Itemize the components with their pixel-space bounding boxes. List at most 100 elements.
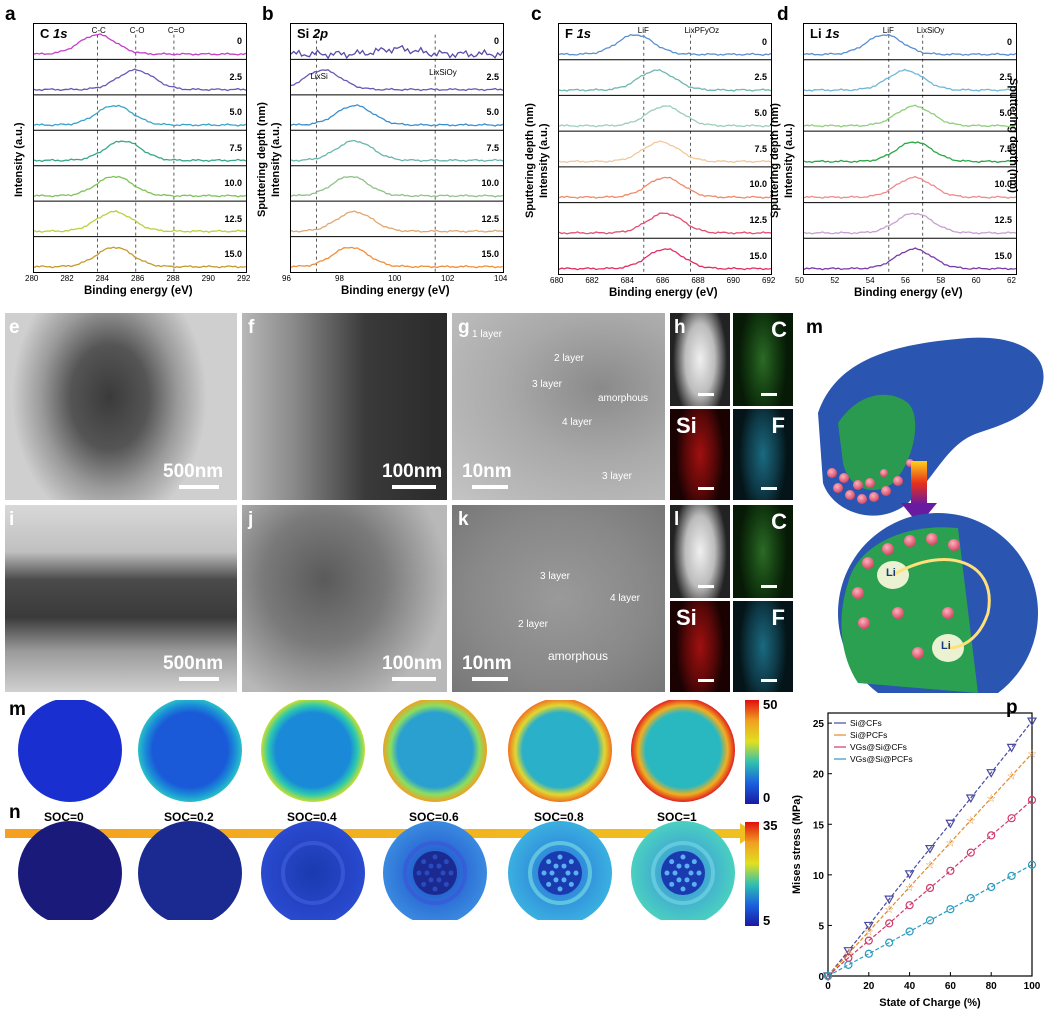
pore-dot bbox=[421, 859, 427, 865]
tem-image-f: 100nm bbox=[242, 313, 447, 500]
panel-letter-k: k bbox=[458, 509, 469, 530]
eds-l-f-label: F bbox=[771, 605, 785, 630]
y-tick-label: 0 bbox=[818, 972, 824, 983]
depth-label: 10.0 bbox=[481, 178, 499, 189]
series-3-point bbox=[823, 971, 833, 981]
pore-dot bbox=[669, 881, 675, 887]
soc-label-3: SOC=0.6 bbox=[409, 810, 459, 824]
x-tick-label: 52 bbox=[830, 276, 840, 285]
y-axis-label: Intensity (a.u.) bbox=[13, 122, 25, 197]
soc-label-4: SOC=0.8 bbox=[534, 810, 584, 824]
depth-label: 2.5 bbox=[486, 71, 499, 82]
series-2-point bbox=[905, 901, 914, 910]
xps-curve-0 bbox=[804, 33, 1016, 56]
y-tick-label: 25 bbox=[813, 719, 825, 730]
li-ion-path bbox=[892, 558, 991, 650]
panel-letter-h: h bbox=[674, 317, 686, 338]
xps-orbital: 1s bbox=[53, 26, 68, 41]
xps-plot-f: 0 2.5 5.0 7.5 10.0 12.5 15.0 F 1s LiF LixPFyOz bbox=[558, 23, 772, 275]
schematic-m-svg bbox=[818, 337, 1044, 693]
series-3-point bbox=[885, 938, 894, 947]
scale-bar-h4 bbox=[761, 487, 777, 490]
xps-title: Li 1s bbox=[810, 26, 840, 41]
series-3-point bbox=[1007, 871, 1016, 880]
xps-curve-5.0 bbox=[291, 104, 503, 127]
x-tick-label: 58 bbox=[936, 276, 946, 285]
depth-label: 5.0 bbox=[229, 107, 242, 118]
depth-label: 7.5 bbox=[229, 142, 242, 153]
soc-label-2: SOC=0.4 bbox=[287, 810, 337, 824]
eds-h-f-label: F bbox=[771, 413, 785, 438]
y-axis-label-intensity: Intensity (a.u.) bbox=[783, 123, 795, 198]
pore-dot bbox=[561, 863, 567, 869]
pore-dot bbox=[421, 881, 427, 887]
series-1-point: ☆ bbox=[986, 793, 996, 805]
pore-dot bbox=[672, 870, 678, 876]
pore-dot bbox=[428, 863, 434, 869]
xps-curve-7.5 bbox=[34, 140, 246, 163]
panel-letter-e: e bbox=[9, 317, 20, 338]
pore-dot bbox=[553, 863, 559, 869]
xps-spectra-svg bbox=[559, 34, 771, 274]
series-3-point bbox=[844, 960, 853, 969]
x-tick-label: 282 bbox=[60, 274, 74, 283]
panel-letter-d: d bbox=[777, 4, 789, 25]
x-tick-label: 54 bbox=[865, 276, 875, 285]
panel-letter-n: m bbox=[9, 699, 26, 720]
panel-letter-o: n bbox=[9, 802, 21, 823]
series-1-point: ☆ bbox=[966, 815, 976, 827]
xps-element: Li bbox=[810, 26, 822, 41]
panel-letter-b: b bbox=[262, 4, 274, 25]
pore-dot bbox=[691, 859, 697, 865]
xps-orbital: 2p bbox=[312, 26, 329, 41]
series-3-point bbox=[946, 905, 955, 914]
pore-dot bbox=[680, 886, 686, 892]
scale-label-i: 500nm bbox=[163, 653, 224, 674]
legend-entry-1: Si@PCFs bbox=[850, 730, 887, 740]
xps-title: C 1s bbox=[40, 26, 67, 41]
series-0-point bbox=[1006, 743, 1017, 753]
depth-label: 10.0 bbox=[749, 179, 767, 190]
panel-letter-m: m bbox=[806, 317, 823, 338]
series-3-point bbox=[987, 882, 996, 892]
xps-spectra-svg bbox=[34, 33, 246, 272]
eds-h-haadf bbox=[670, 313, 730, 406]
series-3-point bbox=[1027, 860, 1037, 869]
series-2-point bbox=[925, 883, 935, 893]
depth-label: 10.0 bbox=[994, 179, 1012, 190]
eds-l-fluorine: F bbox=[733, 601, 793, 692]
depth-label: 0 bbox=[1006, 36, 1012, 47]
si-particles bbox=[827, 459, 914, 504]
depth-label: 15.0 bbox=[749, 250, 767, 261]
xps-curve-12.5 bbox=[559, 212, 771, 235]
xps-element: Si bbox=[297, 26, 310, 41]
y-axis-label-depth: Sputtering depth (nm) bbox=[769, 103, 781, 218]
x-tick-label: 60 bbox=[971, 276, 981, 285]
pore-dot bbox=[416, 870, 422, 876]
pore-dot bbox=[424, 870, 430, 876]
scale-bar-h1 bbox=[698, 393, 714, 396]
xps-spectra-svg bbox=[804, 33, 1016, 274]
x-axis-label: Binding energy (eV) bbox=[854, 287, 963, 299]
series-1-point: ☆ bbox=[884, 904, 894, 916]
xps-curve-0 bbox=[291, 44, 503, 60]
eds-l-silicon: Si bbox=[670, 601, 730, 692]
colorbar-n bbox=[745, 700, 759, 804]
x-tick-label: 102 bbox=[441, 274, 455, 283]
pore-dot bbox=[688, 870, 694, 876]
xps-title: Si 2p bbox=[297, 26, 328, 41]
depth-label: 15.0 bbox=[224, 248, 242, 259]
xps-curve-10.0 bbox=[34, 175, 246, 198]
panel-letter-l: l bbox=[674, 509, 680, 530]
y-axis-label-depth: Sputtering depth (nm) bbox=[256, 102, 268, 217]
pore-dot bbox=[684, 877, 690, 883]
series-0-point bbox=[904, 870, 915, 880]
xps-title: F 1s bbox=[565, 26, 591, 41]
xps-plot-li: 0 2.5 5.0 7.5 10.0 12.5 15.0 Li 1s LiF LixSiOy bbox=[803, 23, 1017, 275]
series-2-point bbox=[864, 936, 873, 945]
peak-label-1: LixSiOy bbox=[916, 26, 945, 35]
y-axis-label: Mises stress (MPa) bbox=[791, 795, 803, 894]
legend-entry-3: VGs@Si@PCFs bbox=[850, 754, 913, 764]
pore-dot bbox=[443, 859, 449, 865]
soc-label-0: SOC=0 bbox=[44, 810, 84, 824]
